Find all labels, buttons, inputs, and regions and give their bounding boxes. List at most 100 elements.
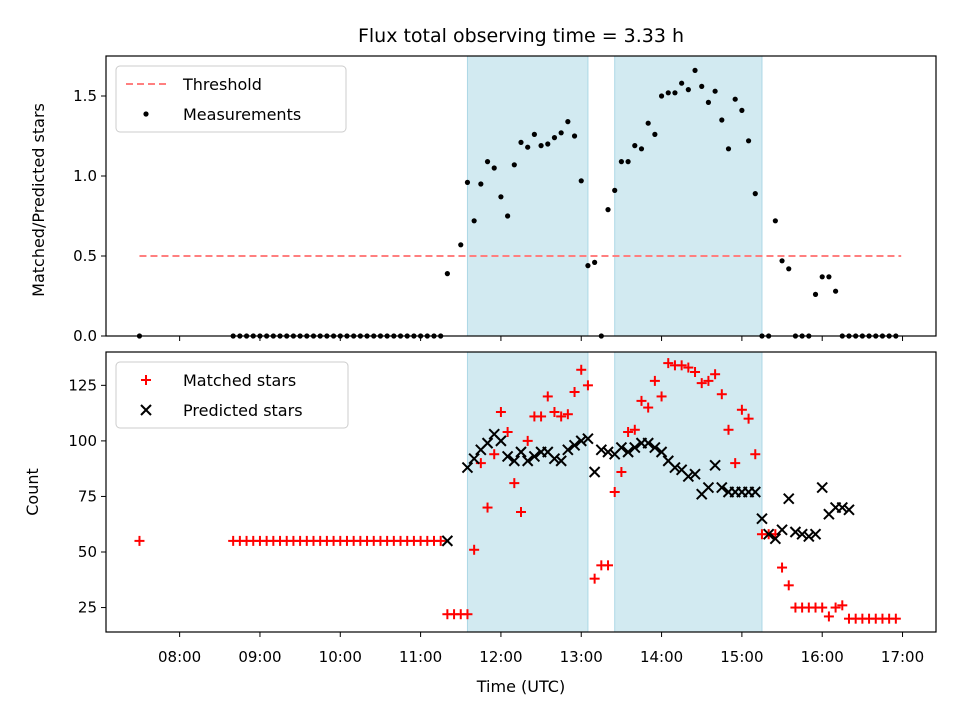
predicted-star-point bbox=[521, 455, 534, 467]
predicted-star-point bbox=[783, 492, 795, 505]
measurement-point bbox=[471, 218, 477, 224]
y-tick-label: 25 bbox=[78, 599, 97, 617]
predicted-star-point bbox=[468, 452, 480, 465]
predicted-star-point bbox=[515, 446, 527, 458]
y-tick-label: 100 bbox=[68, 432, 97, 450]
measurement-point bbox=[739, 107, 745, 113]
measurement-point bbox=[819, 274, 825, 280]
matched-star-point bbox=[556, 411, 567, 422]
axes-frame bbox=[105, 351, 937, 633]
matched-star-point bbox=[569, 387, 580, 397]
predicted-star-point bbox=[762, 528, 775, 540]
predicted-star-point bbox=[716, 481, 728, 494]
matched-star-point bbox=[750, 449, 761, 460]
predicted-star-point bbox=[622, 446, 634, 458]
matched-star-point bbox=[730, 458, 741, 469]
matched-star-point bbox=[536, 411, 547, 422]
measurement-point bbox=[832, 288, 839, 294]
matched-star-point bbox=[777, 562, 788, 573]
measurement-point bbox=[464, 179, 471, 185]
predicted-star-point bbox=[501, 450, 514, 463]
predicted-star-point bbox=[602, 446, 614, 458]
predicted-star-point bbox=[789, 526, 802, 538]
measurement-point bbox=[605, 207, 611, 213]
matched-star-point bbox=[649, 375, 660, 386]
measurement-point bbox=[665, 90, 671, 96]
predicted-star-point bbox=[796, 528, 808, 540]
legend-predicted-swatch bbox=[140, 404, 152, 416]
predicted-star-point bbox=[836, 501, 848, 514]
measurement-point bbox=[578, 178, 584, 184]
matched-star-point bbox=[502, 427, 513, 437]
predicted-star-point bbox=[702, 481, 715, 494]
y-tick-label: 0.0 bbox=[73, 327, 97, 345]
measurement-point bbox=[725, 146, 732, 152]
measurement-point bbox=[658, 93, 665, 99]
measurement-point bbox=[565, 119, 571, 125]
predicted-star-point bbox=[843, 504, 855, 516]
x-tick-label: 11:00 bbox=[399, 648, 442, 666]
matched-star-point bbox=[837, 600, 848, 611]
legends: Threshold Measurements Matched stars Predic… bbox=[115, 65, 349, 429]
matched-star-point bbox=[817, 602, 828, 613]
predicted-star-point bbox=[495, 435, 507, 447]
measurement-point bbox=[705, 99, 712, 105]
predicted-star-point bbox=[508, 455, 521, 467]
matched-star-point bbox=[683, 362, 694, 373]
axes-frame bbox=[105, 55, 937, 337]
predicted-star-point bbox=[709, 459, 721, 472]
matched-star-point bbox=[462, 609, 473, 620]
predicted-star-point bbox=[649, 441, 661, 454]
measurement-point bbox=[518, 139, 524, 145]
y-tick-label: 125 bbox=[68, 376, 97, 394]
x-tick-label: 13:00 bbox=[560, 648, 603, 666]
bottom-legend bbox=[115, 361, 349, 429]
matched-star-point bbox=[643, 402, 654, 413]
predicted-star-point bbox=[568, 439, 581, 452]
x-tick-label: 09:00 bbox=[238, 648, 281, 666]
measurement-point bbox=[732, 96, 738, 102]
measurement-point bbox=[585, 263, 591, 269]
legend-label: Threshold bbox=[182, 75, 262, 94]
matched-star-point bbox=[783, 580, 794, 591]
measurement-point bbox=[592, 259, 598, 265]
measurement-point bbox=[779, 258, 785, 264]
measurement-point bbox=[505, 213, 511, 219]
predicted-star-point bbox=[615, 441, 628, 454]
matched-star-point bbox=[589, 573, 600, 584]
predicted-star-point bbox=[682, 470, 695, 483]
x-tick-label: 12:00 bbox=[479, 648, 522, 666]
measurement-point bbox=[632, 143, 638, 149]
predicted-star-point bbox=[548, 452, 561, 465]
matched-star-point bbox=[736, 404, 747, 415]
predicted-star-point bbox=[481, 437, 494, 449]
predicted-star-point bbox=[816, 481, 828, 494]
measurement-point bbox=[719, 117, 725, 123]
predicted-star-point bbox=[769, 532, 782, 545]
matched-star-point bbox=[696, 378, 707, 389]
measurement-point bbox=[571, 133, 578, 139]
matched-star-point bbox=[576, 364, 587, 375]
matched-star-point bbox=[609, 487, 620, 497]
measurement-point bbox=[826, 274, 832, 280]
x-tick-label: 10:00 bbox=[319, 648, 362, 666]
x-tick-label: 14:00 bbox=[640, 648, 683, 666]
shaded-intervals bbox=[466, 55, 763, 633]
predicted-star-point bbox=[595, 444, 608, 456]
shaded-interval bbox=[466, 55, 589, 337]
matched-star-point bbox=[522, 435, 533, 446]
predicted-star-point bbox=[642, 437, 654, 449]
legend-label: Matched stars bbox=[183, 371, 296, 390]
matched-star-point bbox=[516, 507, 526, 517]
y-tick-label: 1.5 bbox=[73, 87, 97, 105]
predicted-star-point bbox=[655, 446, 668, 458]
measurement-point bbox=[745, 138, 752, 144]
measurement-point bbox=[478, 181, 484, 187]
measurement-point bbox=[645, 120, 651, 126]
predicted-star-point bbox=[629, 441, 641, 454]
top-y-axis-label: Matched/Predicted stars bbox=[29, 103, 48, 297]
predicted-star-point bbox=[588, 466, 601, 478]
predicted-star-point bbox=[562, 444, 574, 456]
data-marks bbox=[134, 67, 902, 624]
shaded-interval bbox=[614, 55, 763, 337]
